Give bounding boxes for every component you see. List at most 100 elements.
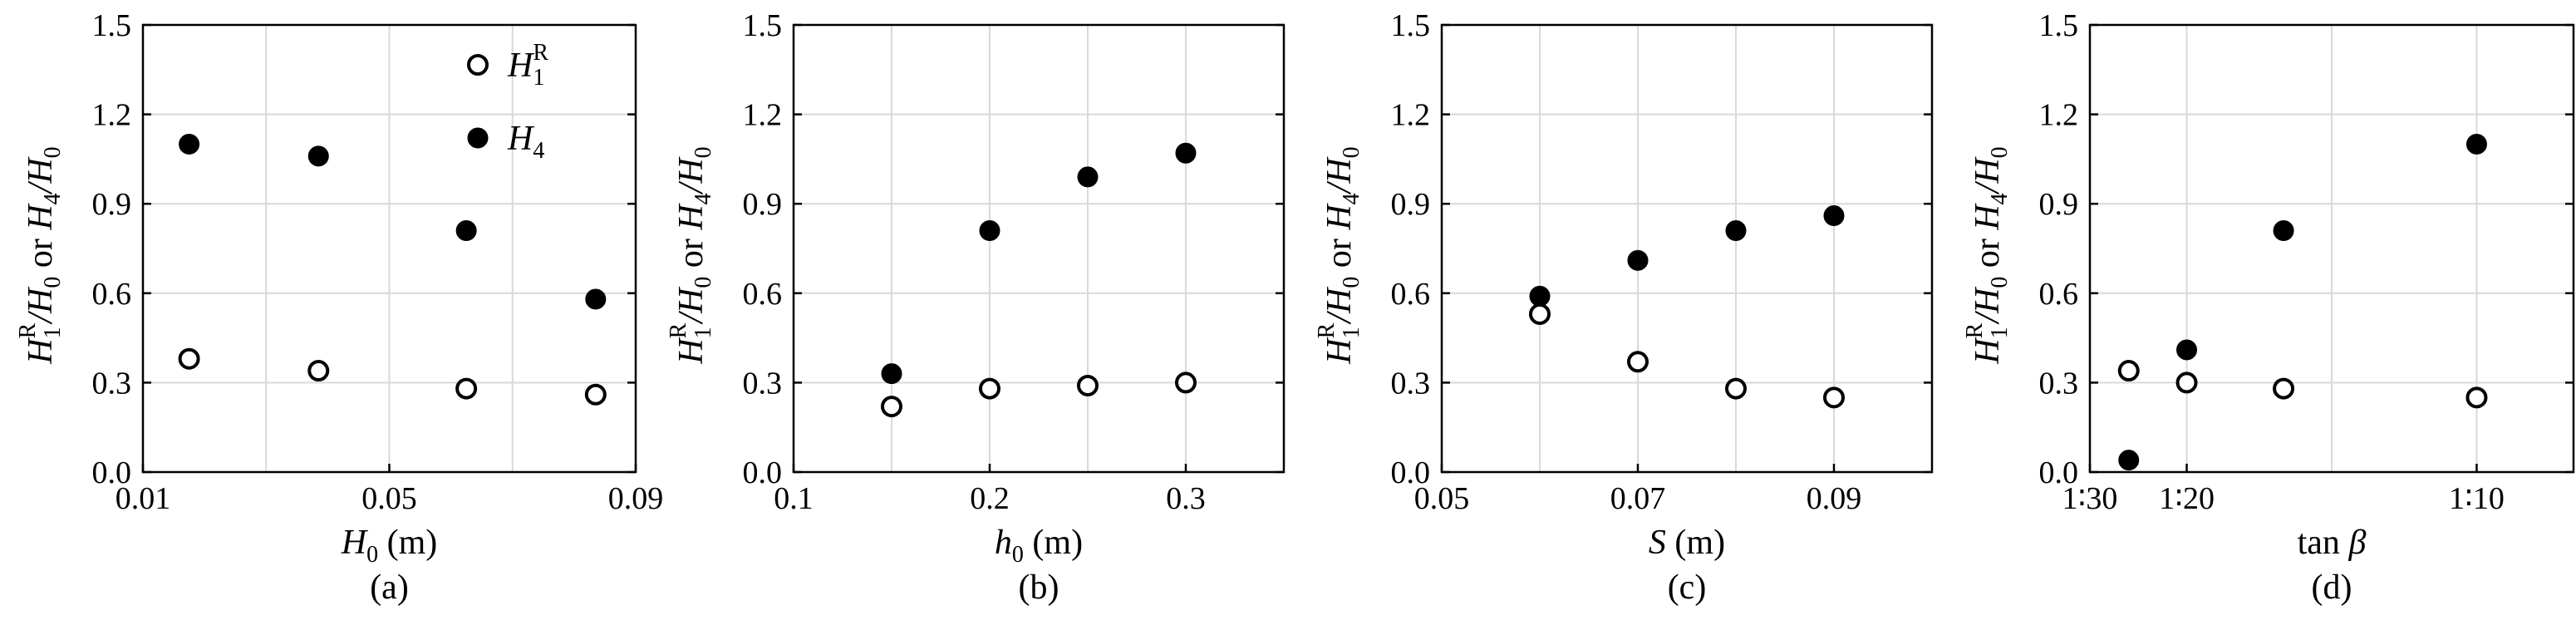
panel-b: 0.00.30.60.91.21.50.1 0.2 0.3h0 (m)(b)H1R/… bbox=[666, 8, 1286, 607]
point-open bbox=[1175, 372, 1197, 394]
y-axis-var: /H bbox=[1320, 286, 1359, 325]
x-axis-sub: 0 bbox=[1012, 542, 1024, 568]
y-axis-sub: 1 bbox=[1987, 327, 2013, 338]
y-axis-var: H bbox=[22, 337, 60, 365]
point-open bbox=[2273, 377, 2295, 400]
x-axis-title: tan β bbox=[2298, 524, 2367, 562]
plot-frame bbox=[792, 23, 1286, 474]
point-filled bbox=[1725, 219, 1747, 241]
x-axis-unit: (m) bbox=[378, 524, 437, 562]
y-axis-var: /H bbox=[1969, 156, 2007, 195]
point-filled bbox=[179, 133, 200, 155]
legend-entry: H1R bbox=[507, 40, 548, 91]
x-axis-greek: β bbox=[2347, 524, 2366, 562]
x-tick-label: 0.07 bbox=[1610, 481, 1666, 516]
y-tick-label: 1.2 bbox=[743, 98, 783, 133]
y-axis-sup: R bbox=[1962, 322, 1988, 338]
x-axis-var: h bbox=[995, 524, 1012, 562]
y-axis-or: or bbox=[1969, 230, 2007, 277]
y-axis-sub: 0 bbox=[40, 277, 66, 288]
y-tick-label: 1.2 bbox=[2039, 98, 2079, 133]
legend-marker-filled bbox=[467, 127, 489, 149]
y-tick-label: 0.0 bbox=[1391, 455, 1431, 490]
y-axis-title: H1R/H0 or H4/H0 bbox=[15, 146, 66, 364]
y-tick-label: 1.5 bbox=[1391, 8, 1431, 43]
y-tick-label: 0.9 bbox=[92, 187, 132, 222]
y-tick-label: 0.3 bbox=[1391, 366, 1431, 401]
y-axis-sub: 1 bbox=[1339, 327, 1364, 338]
point-filled bbox=[1077, 166, 1099, 188]
y-axis-sub: 4 bbox=[1339, 193, 1364, 204]
point-filled bbox=[585, 288, 607, 310]
x-tick-label: 0.09 bbox=[1807, 481, 1862, 516]
point-filled bbox=[979, 219, 1000, 241]
x-tick-label: 0.05 bbox=[1414, 481, 1470, 516]
legend-entry: H4 bbox=[507, 120, 544, 164]
panel-label: (a) bbox=[370, 568, 409, 607]
y-axis-var: /H bbox=[672, 286, 710, 325]
y-axis-var: /H bbox=[22, 156, 60, 195]
y-axis-or: or bbox=[672, 230, 710, 277]
y-axis-or: or bbox=[1320, 230, 1359, 277]
x-axis-sub: 0 bbox=[366, 542, 378, 568]
x-tick-label: 1∶20 bbox=[2159, 481, 2215, 516]
y-tick-label: 0.3 bbox=[2039, 366, 2079, 401]
y-axis-sub: 0 bbox=[691, 277, 716, 288]
point-filled bbox=[1627, 249, 1649, 271]
y-tick-label: 0.9 bbox=[743, 187, 783, 222]
y-axis-var: H bbox=[1969, 337, 2007, 365]
point-filled bbox=[1175, 142, 1197, 164]
y-tick-label: 0.0 bbox=[743, 455, 783, 490]
point-open bbox=[1627, 351, 1649, 373]
y-axis-sub: 1 bbox=[40, 327, 66, 338]
y-axis-var: H bbox=[1320, 203, 1359, 231]
y-axis-sub: 4 bbox=[40, 193, 66, 204]
legend-sup: R bbox=[533, 40, 548, 66]
point-filled bbox=[2118, 450, 2140, 471]
legend-var: H bbox=[507, 120, 535, 158]
point-filled bbox=[455, 219, 477, 241]
legend-var: H bbox=[507, 47, 535, 85]
x-tick-label: 0.1 bbox=[774, 481, 814, 516]
y-tick-label: 1.5 bbox=[92, 8, 132, 43]
y-axis-var: H bbox=[672, 337, 710, 365]
panel-label: (c) bbox=[1668, 568, 1707, 607]
x-axis-title: h0 (m) bbox=[995, 524, 1083, 568]
y-tick-label: 0.0 bbox=[92, 455, 132, 490]
y-tick-label: 1.2 bbox=[92, 98, 132, 133]
y-axis-var: /H bbox=[1969, 286, 2007, 325]
point-filled bbox=[1823, 205, 1845, 227]
point-open bbox=[1529, 303, 1551, 325]
y-axis-title: H1R/H0 or H4/H0 bbox=[1962, 146, 2013, 364]
legend-sub: 1 bbox=[533, 65, 544, 91]
y-tick-label: 0.0 bbox=[2039, 455, 2079, 490]
y-axis-sub: 1 bbox=[691, 327, 716, 338]
point-filled bbox=[1529, 285, 1551, 307]
y-axis-or: or bbox=[22, 230, 60, 277]
x-tick-label: 1∶10 bbox=[2449, 481, 2505, 516]
plot-frame bbox=[2088, 23, 2575, 474]
y-axis-var: H bbox=[1320, 337, 1359, 365]
panel-label: (d) bbox=[2312, 568, 2352, 607]
y-axis-title: H1R/H0 or H4/H0 bbox=[666, 146, 716, 364]
y-tick-label: 0.3 bbox=[743, 366, 783, 401]
point-filled bbox=[307, 145, 329, 167]
point-open bbox=[307, 360, 330, 382]
plot-frame bbox=[1440, 23, 1934, 474]
y-tick-label: 1.5 bbox=[743, 8, 783, 43]
y-axis-sub: 0 bbox=[691, 146, 716, 158]
x-tick-label: 0.3 bbox=[1166, 481, 1206, 516]
y-tick-label: 1.2 bbox=[1391, 98, 1431, 133]
y-tick-label: 0.9 bbox=[1391, 187, 1431, 222]
x-tick-label: 0.05 bbox=[361, 481, 417, 516]
point-open bbox=[979, 377, 1000, 400]
y-tick-label: 0.6 bbox=[743, 277, 783, 312]
y-axis-sub: 0 bbox=[1339, 146, 1364, 158]
point-open bbox=[2175, 372, 2198, 394]
x-axis-unit: (m) bbox=[1666, 524, 1725, 562]
legend-marker-open bbox=[467, 54, 489, 76]
x-axis-title: S (m) bbox=[1649, 524, 1725, 562]
x-tick-label: 0.2 bbox=[970, 481, 1010, 516]
y-tick-label: 1.5 bbox=[2039, 8, 2079, 43]
